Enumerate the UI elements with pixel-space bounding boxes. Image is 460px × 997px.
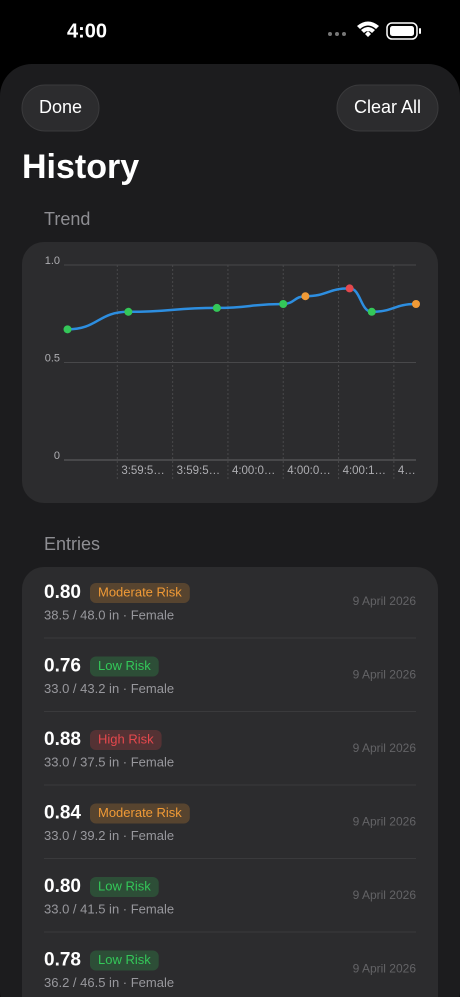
entry-score: 0.80 — [44, 582, 81, 603]
clear-all-label[interactable]: Clear All — [354, 97, 421, 117]
entry-date: 9 April 2026 — [353, 668, 417, 682]
entry-date: 9 April 2026 — [353, 815, 417, 829]
point — [367, 307, 376, 316]
x-tick-label: 3:59:5… — [121, 465, 164, 477]
point — [124, 307, 133, 316]
entry-measure: 38.5 / 48.0 in · Female — [44, 607, 174, 622]
line — [67, 287, 417, 331]
entry-row[interactable]: 0.88 High Risk 33.0 / 37.5 in · Female 9 Ap… — [44, 729, 416, 769]
clear-all-button[interactable] — [336, 84, 439, 132]
risk-badge — [89, 730, 162, 750]
section-label: Trend — [44, 209, 90, 229]
x-tick-label: 4:00:0… — [287, 465, 330, 477]
done-label[interactable]: Done — [39, 97, 82, 117]
entry-row[interactable]: 0.78 Low Risk 36.2 / 46.5 in · Female 9 Apr… — [44, 950, 416, 990]
risk-badge — [89, 803, 190, 824]
entry-score: 0.76 — [44, 656, 81, 677]
point — [301, 292, 310, 301]
entry-score: 0.80 — [44, 876, 81, 897]
entry-date: 9 April 2026 — [353, 888, 417, 902]
x-tick-label: 4:00:1… — [343, 465, 386, 477]
risk-badge — [89, 950, 159, 971]
section-label: Entries — [44, 534, 100, 554]
entry-row[interactable]: 0.84 Moderate Risk 33.0 / 39.2 in · Female… — [44, 803, 416, 843]
entry-measure: 33.0 / 39.2 in · Female — [44, 828, 174, 843]
entry-score: 0.88 — [44, 729, 81, 750]
y-tick-label: 1.0 — [45, 255, 60, 267]
status-time: 4:00 — [67, 20, 107, 42]
entry-measure: 36.2 / 46.5 in · Female — [44, 975, 174, 990]
x-tick-label: 3:59:5… — [177, 465, 220, 477]
risk-label: Moderate Risk — [98, 805, 182, 820]
entries-card — [22, 567, 438, 997]
point — [345, 284, 354, 293]
risk-badge — [89, 583, 190, 603]
entry-row[interactable]: 0.76 Low Risk 33.0 / 43.2 in · Female 9 Apr… — [44, 656, 416, 696]
risk-label: High Risk — [98, 731, 154, 746]
entry-date: 9 April 2026 — [353, 741, 417, 755]
entry-date: 9 April 2026 — [353, 594, 417, 608]
entry-measure: 33.0 / 43.2 in · Female — [44, 681, 174, 696]
entry-score: 0.78 — [44, 950, 81, 971]
chart: 0 0.5 1.0 3:59:5… 3:59:5… 4:00:0… 4:00:0… 4:00:… — [45, 255, 420, 480]
chart-card — [22, 242, 438, 503]
x-tick-label: 4… — [398, 465, 416, 477]
risk-label: Low Risk — [98, 658, 151, 673]
entry-row[interactable]: 0.80 Low Risk 33.0 / 41.5 in · Female 9 Apr… — [44, 876, 416, 916]
entry-date: 9 April 2026 — [353, 962, 417, 976]
risk-label: Low Risk — [98, 878, 151, 893]
entry-measure: 33.0 / 41.5 in · Female — [44, 901, 174, 916]
status-icons — [328, 21, 421, 40]
y-tick-label: 0 — [54, 450, 60, 462]
title: History — [22, 148, 139, 186]
risk-label: Moderate Risk — [98, 584, 182, 599]
risk-label: Low Risk — [98, 952, 151, 967]
risk-badge — [89, 877, 159, 897]
done-button[interactable] — [21, 84, 100, 132]
risk-badge — [89, 656, 159, 677]
entries-list: 0.80 Moderate Risk 38.5 / 48.0 in · Female… — [44, 582, 416, 990]
y-tick-label: 0.5 — [45, 352, 60, 364]
point — [412, 300, 420, 308]
entry-row[interactable]: 0.80 Moderate Risk 38.5 / 48.0 in · Female… — [44, 582, 416, 622]
entry-score: 0.84 — [44, 803, 81, 824]
x-tick-label: 4:00:0… — [232, 465, 275, 477]
point — [63, 325, 72, 334]
point — [212, 303, 221, 312]
point — [279, 300, 288, 308]
entry-measure: 33.0 / 37.5 in · Female — [44, 754, 174, 769]
